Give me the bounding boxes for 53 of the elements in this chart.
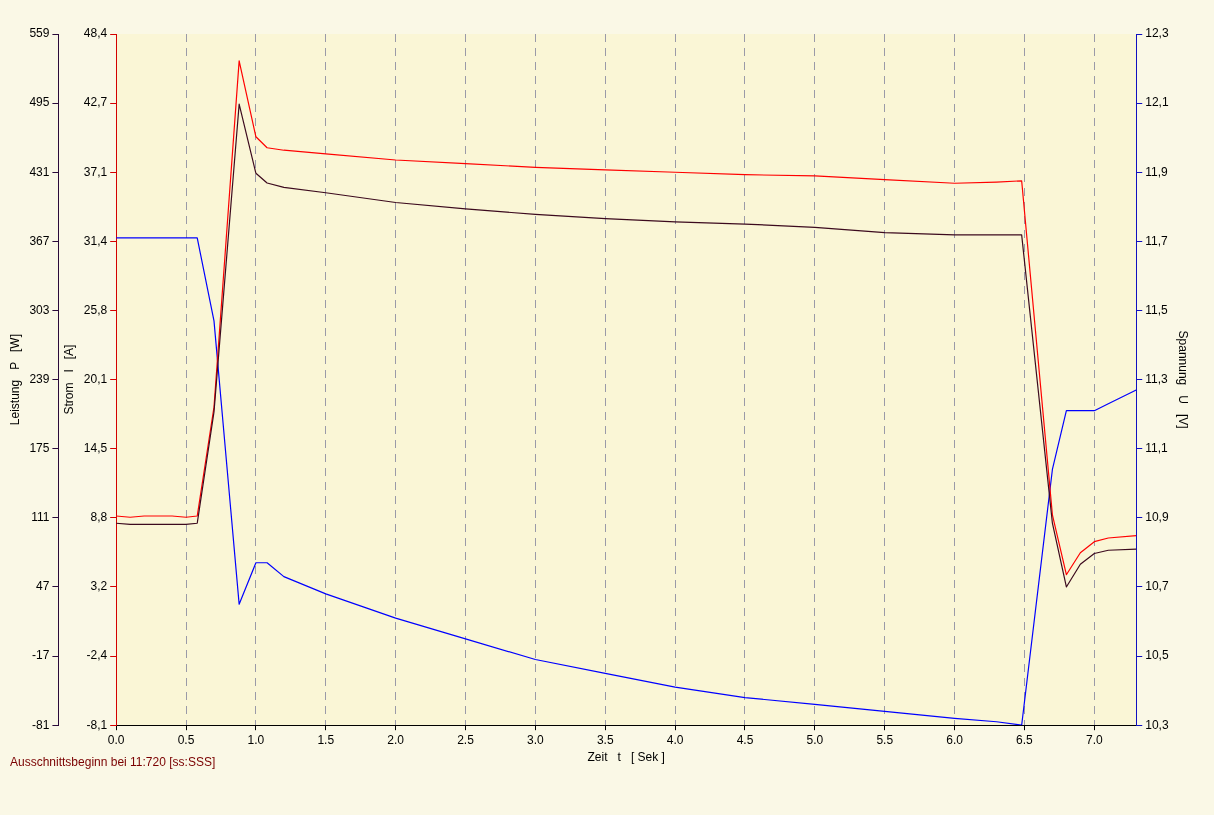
y-tick-label: 495 (29, 95, 50, 110)
y2-tick-label: 14,5 (83, 441, 108, 456)
x-tick-label: 3.0 (527, 732, 545, 747)
x-tick-label: 0.0 (107, 732, 125, 747)
x-tick-label: 4.0 (666, 732, 684, 747)
x-axis-title: Zeit t [ Sek ] (587, 750, 665, 765)
y3-tick-label: 12,1 (1145, 95, 1169, 110)
y3-axis-title: Spannung U [V] (1176, 330, 1191, 429)
y2-tick-label: -2,4 (86, 648, 108, 663)
y3-tick-label: 12,3 (1145, 26, 1169, 41)
y2-tick-label: 37,1 (83, 164, 108, 179)
x-tick-label: 0.5 (177, 732, 195, 747)
y2-tick-label: 42,7 (83, 95, 108, 110)
y2-tick-label: 20,1 (83, 371, 108, 386)
y-tick-label: 431 (29, 164, 50, 179)
y-axis-title: Leistung P [W] (7, 334, 22, 426)
y-tick-label: 559 (29, 26, 50, 41)
y2-tick-label: 48,4 (83, 26, 108, 41)
text: Ausschnittsbeginn bei 11:720 [ss:SSS] (10, 754, 216, 769)
y-tick-label: -81 (32, 717, 50, 732)
x-tick-label: 4.5 (736, 732, 754, 747)
x-tick-label: 7.0 (1085, 732, 1103, 747)
x-tick-label: 5.5 (876, 732, 894, 747)
x-tick-label: 6.0 (946, 732, 964, 747)
y3-tick-label: 10,9 (1145, 510, 1169, 525)
y-tick-label: 303 (29, 302, 50, 317)
x-tick-label: 6.5 (1016, 732, 1034, 747)
y3-tick-label: 11,9 (1145, 164, 1169, 179)
y3-tick-label: 10,5 (1145, 648, 1169, 663)
y3-tick-label: 10,3 (1145, 717, 1169, 732)
y3-tick-label: 11,5 (1145, 302, 1169, 317)
y-tick-label: -17 (32, 648, 50, 663)
y2-tick-label: 3,2 (90, 579, 108, 594)
x-tick-label: 5.0 (806, 732, 824, 747)
y2-tick-label: 8,8 (90, 510, 108, 525)
x-tick-label: 1.0 (247, 732, 265, 747)
y-tick-label: 239 (29, 371, 50, 386)
y2-tick-label: 31,4 (83, 233, 108, 248)
y-tick-label: 175 (29, 441, 50, 456)
y2-tick-label: -8,1 (86, 717, 108, 732)
x-tick-label: 3.5 (596, 732, 614, 747)
y3-tick-label: 10,7 (1145, 579, 1169, 594)
y3-tick-label: 11,1 (1145, 441, 1169, 456)
x-tick-label: 2.5 (457, 732, 475, 747)
y-tick-label: 367 (29, 233, 50, 248)
y3-tick-label: 11,3 (1145, 371, 1169, 386)
x-tick-label: 2.0 (387, 732, 405, 747)
y3-tick-label: 11,7 (1145, 233, 1169, 248)
y-tick-label: 111 (31, 510, 50, 525)
y-tick-label: 47 (36, 579, 50, 594)
y2-tick-label: 25,8 (83, 302, 108, 317)
y2-axis-title: Strom I [A] (61, 344, 76, 415)
x-tick-label: 1.5 (317, 732, 335, 747)
